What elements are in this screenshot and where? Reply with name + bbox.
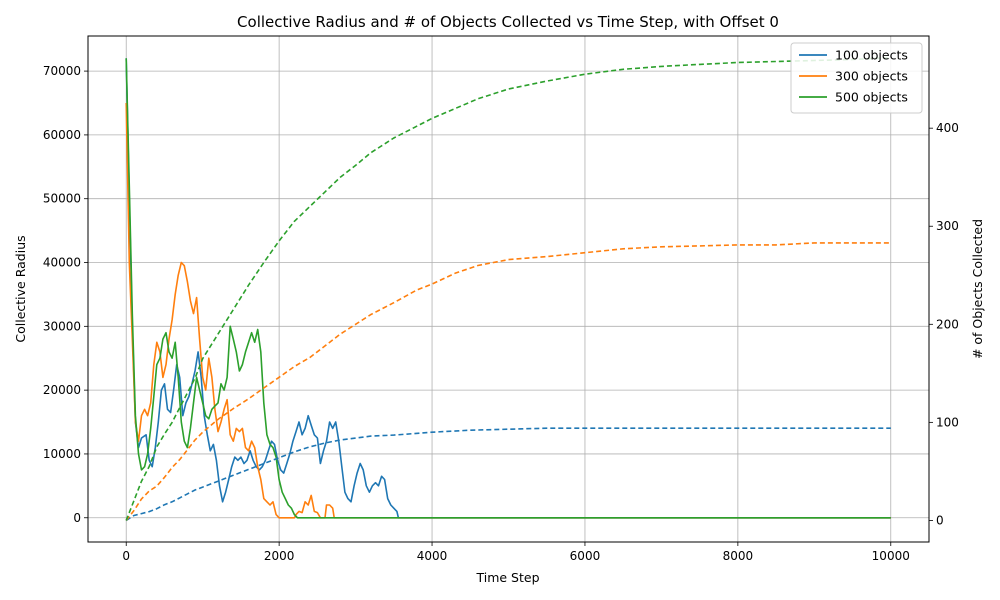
y-axis-left: 0 10000 20000 30000 40000 50000 60000 70000 (43, 64, 88, 525)
y2-tick-label: 400 (936, 121, 959, 135)
series-layer (125, 56, 891, 522)
legend-label: 100 objects (835, 48, 908, 63)
legend-label: 500 objects (835, 90, 908, 105)
y-tick-label: 20000 (43, 383, 81, 397)
x-tick-label: 10000 (872, 549, 910, 563)
grid (88, 36, 929, 542)
y-tick-label: 30000 (43, 319, 81, 333)
legend-box (790, 42, 923, 114)
y-axis-right: 0 100 200 300 400 (929, 121, 959, 527)
y2-tick-label: 0 (936, 513, 944, 527)
series-line-100-objects-radius (125, 58, 891, 519)
y-tick-label: 70000 (43, 64, 81, 78)
x-tick-label: 4000 (417, 549, 448, 563)
series-line-300-objects-radius (125, 102, 891, 519)
chart-title: Collective Radius and # of Objects Colle… (237, 13, 779, 31)
x-tick-label: 6000 (570, 549, 601, 563)
y-tick-label: 0 (73, 511, 81, 525)
y2-axis-label: # of Objects Collected (970, 219, 985, 359)
x-axis-label: Time Step (475, 570, 539, 585)
x-axis: 0 2000 4000 6000 8000 10000 (122, 542, 910, 563)
legend: 100 objects 300 objects 500 objects (790, 42, 923, 114)
x-tick-label: 2000 (264, 549, 295, 563)
y-tick-label: 40000 (43, 256, 81, 270)
series-line-300-objects-collected (125, 242, 891, 521)
x-tick-label: 0 (122, 549, 130, 563)
plot-frame (87, 35, 930, 543)
y-tick-label: 50000 (43, 192, 81, 206)
series-line-500-objects-radius (125, 58, 891, 519)
y2-tick-label: 300 (936, 219, 959, 233)
series-line-100-objects-collected (125, 427, 891, 522)
x-tick-label: 8000 (723, 549, 754, 563)
y-axis-label: Collective Radius (13, 235, 28, 342)
y2-tick-label: 100 (936, 415, 959, 429)
series-line-500-objects-collected (125, 56, 891, 521)
y2-tick-label: 200 (936, 317, 959, 331)
legend-label: 300 objects (835, 69, 908, 84)
y-tick-label: 10000 (43, 447, 81, 461)
y-tick-label: 60000 (43, 128, 81, 142)
